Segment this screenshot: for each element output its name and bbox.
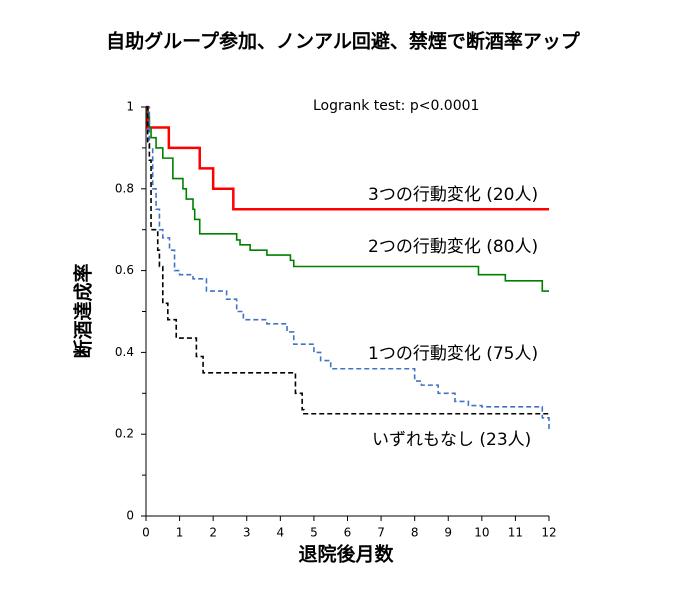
survival-line: [146, 106, 550, 431]
y-tick-label: 0.4: [115, 345, 134, 359]
y-tick-label: 0: [126, 509, 134, 523]
series-label: 3つの行動変化 (20人): [368, 185, 538, 205]
x-tick-label: 4: [277, 526, 285, 540]
x-tick-label: 9: [444, 526, 452, 540]
survival-line: [146, 106, 549, 292]
x-tick-label: 12: [541, 526, 556, 540]
x-tick-label: 0: [142, 526, 150, 540]
y-tick-label: 0.8: [115, 181, 134, 195]
y-tick-label: 0.2: [115, 427, 134, 441]
y-tick-label: 0.6: [115, 263, 134, 277]
series-label: いずれもなし (23人): [372, 430, 531, 450]
series-label: 2つの行動変化 (80人): [368, 237, 538, 257]
x-tick-label: 6: [344, 526, 352, 540]
x-tick-label: 8: [411, 526, 419, 540]
x-tick-label: 3: [243, 526, 251, 540]
x-tick-label: 7: [377, 526, 385, 540]
x-tick-label: 1: [176, 526, 184, 540]
x-tick-label: 2: [209, 526, 217, 540]
annotation: Logrank test: p<0.0001: [313, 98, 479, 114]
x-tick-label: 11: [508, 526, 523, 540]
x-tick-label: 10: [474, 526, 489, 540]
x-axis-label: 退院後月数: [298, 543, 394, 566]
y-axis-label: 断酒達成率: [72, 263, 95, 358]
series-label: 1つの行動変化 (75人): [368, 344, 538, 364]
x-tick-label: 5: [310, 526, 318, 540]
y-tick-label: 1: [126, 100, 134, 114]
chart-title: 自助グループ参加、ノンアル回避、禁煙で断酒率アップ: [106, 30, 581, 53]
survival-line: [146, 106, 549, 415]
